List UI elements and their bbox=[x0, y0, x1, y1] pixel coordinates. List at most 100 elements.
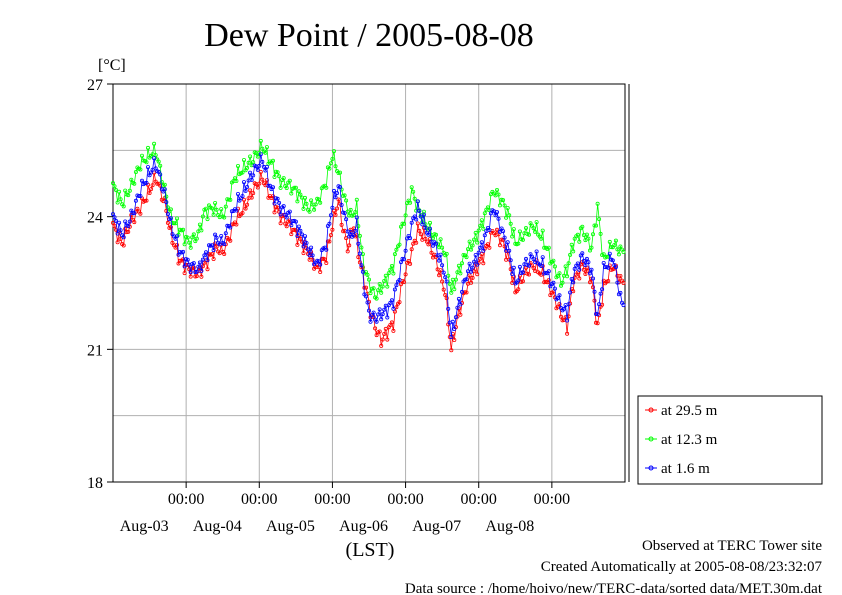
data-point bbox=[546, 269, 551, 274]
data-point bbox=[473, 230, 478, 235]
data-point bbox=[565, 274, 570, 279]
data-point bbox=[494, 187, 499, 192]
data-point bbox=[284, 215, 289, 220]
data-point bbox=[607, 251, 612, 256]
data-point bbox=[251, 173, 256, 178]
data-point bbox=[368, 291, 373, 296]
data-point bbox=[121, 204, 126, 209]
data-point bbox=[401, 280, 406, 285]
data-point bbox=[168, 216, 173, 221]
data-point bbox=[577, 267, 582, 272]
data-point bbox=[165, 212, 170, 217]
data-point bbox=[214, 235, 219, 240]
data-point bbox=[138, 193, 143, 198]
data-point bbox=[258, 138, 263, 143]
data-point bbox=[467, 273, 472, 278]
data-point bbox=[191, 232, 196, 237]
data-point bbox=[174, 216, 179, 221]
data-point bbox=[144, 160, 149, 165]
data-point bbox=[371, 310, 376, 315]
data-point bbox=[222, 215, 227, 220]
data-point bbox=[591, 285, 596, 290]
data-point bbox=[127, 188, 132, 193]
data-point bbox=[476, 250, 481, 255]
data-point bbox=[130, 211, 135, 216]
data-point bbox=[197, 222, 202, 227]
data-point bbox=[444, 279, 449, 284]
data-point bbox=[318, 269, 323, 274]
data-point bbox=[334, 191, 339, 196]
data-point bbox=[409, 185, 414, 190]
data-point bbox=[418, 232, 423, 237]
data-point bbox=[156, 159, 161, 164]
data-point bbox=[144, 180, 149, 185]
data-point bbox=[298, 228, 303, 233]
data-point bbox=[414, 240, 419, 245]
data-point bbox=[470, 275, 475, 280]
data-point bbox=[403, 248, 408, 253]
data-point bbox=[257, 163, 262, 168]
data-point bbox=[344, 217, 349, 222]
data-point bbox=[240, 210, 245, 215]
data-point bbox=[415, 221, 420, 226]
data-point bbox=[132, 211, 137, 216]
data-point bbox=[182, 242, 187, 247]
data-point bbox=[365, 300, 370, 305]
data-point bbox=[248, 170, 253, 175]
data-point bbox=[296, 224, 301, 229]
data-point bbox=[618, 273, 623, 278]
data-point bbox=[440, 279, 445, 284]
x-tick-date-label: Aug-04 bbox=[193, 518, 242, 535]
data-point bbox=[289, 223, 294, 228]
data-point bbox=[258, 169, 263, 174]
data-point bbox=[284, 224, 289, 229]
x-axis-label: (LST) bbox=[346, 539, 395, 561]
data-point bbox=[270, 194, 275, 199]
legend-items: at 29.5 m at 12.3 m at 1.6 m bbox=[645, 403, 718, 477]
data-point bbox=[392, 252, 397, 257]
data-point bbox=[234, 208, 239, 213]
data-point bbox=[139, 178, 144, 183]
data-point bbox=[426, 242, 431, 247]
series-line bbox=[112, 154, 624, 338]
data-point bbox=[199, 228, 204, 233]
data-point bbox=[165, 220, 170, 225]
data-point bbox=[251, 191, 256, 196]
data-point bbox=[427, 220, 432, 225]
legend-swatch-marker bbox=[648, 407, 654, 413]
data-point bbox=[478, 245, 483, 250]
data-point bbox=[313, 202, 318, 207]
data-point bbox=[333, 164, 338, 169]
x-tick-date-label: Aug-03 bbox=[120, 518, 169, 535]
data-point bbox=[248, 154, 253, 159]
data-point bbox=[380, 337, 385, 342]
data-point bbox=[588, 271, 593, 276]
data-point bbox=[459, 289, 464, 294]
data-point bbox=[272, 174, 277, 179]
data-point bbox=[618, 290, 623, 295]
data-point bbox=[412, 214, 417, 219]
data-point bbox=[368, 319, 373, 324]
data-point bbox=[397, 242, 402, 247]
data-point bbox=[366, 308, 371, 313]
data-point bbox=[194, 269, 199, 274]
data-point bbox=[414, 217, 419, 222]
data-point bbox=[469, 269, 474, 274]
data-point bbox=[188, 270, 193, 275]
data-point bbox=[249, 177, 254, 182]
data-point bbox=[440, 263, 445, 268]
data-point bbox=[388, 267, 393, 272]
data-point bbox=[455, 305, 460, 310]
data-point bbox=[304, 201, 309, 206]
data-point bbox=[182, 264, 187, 269]
data-point bbox=[301, 244, 306, 249]
data-point bbox=[158, 172, 163, 177]
data-point bbox=[145, 165, 150, 170]
data-point bbox=[533, 229, 538, 234]
data-point bbox=[389, 320, 394, 325]
data-point bbox=[589, 245, 594, 250]
data-point bbox=[470, 243, 475, 248]
data-point bbox=[342, 193, 347, 198]
data-point bbox=[162, 187, 167, 192]
data-point bbox=[168, 207, 173, 212]
